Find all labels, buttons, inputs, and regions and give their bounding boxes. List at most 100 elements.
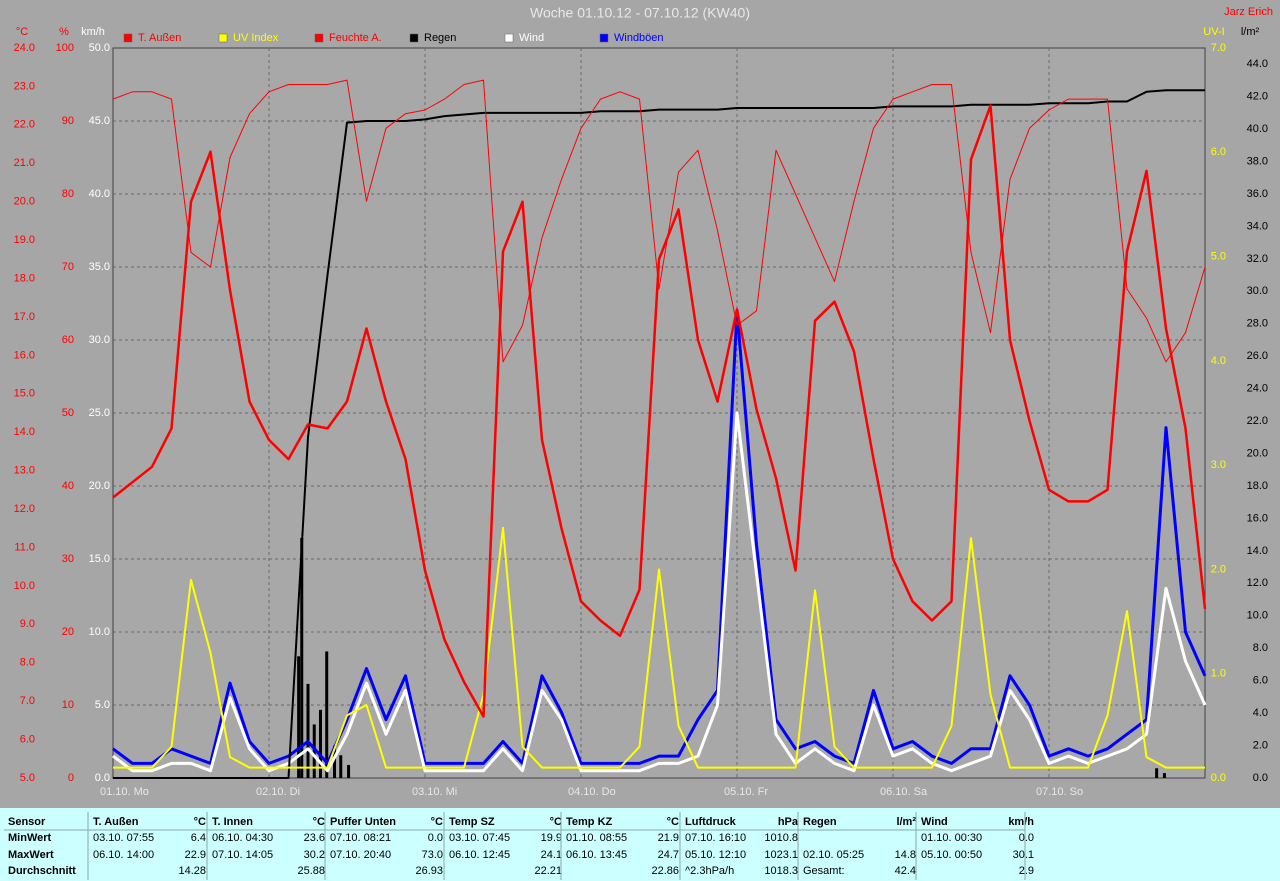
- stats-header: Sensor: [8, 816, 46, 828]
- stats-unit: °C: [550, 816, 562, 828]
- y-tick-label: 21.0: [14, 157, 35, 169]
- legend-label: Wind: [519, 32, 544, 44]
- rain-bar: [306, 683, 310, 778]
- y-tick-label: 18.0: [1247, 480, 1268, 492]
- y-tick-label: 5.0: [20, 772, 35, 784]
- y-tick-label: 15.0: [89, 553, 110, 565]
- rain-bar: [333, 745, 337, 778]
- author: Jarz Erich: [1224, 6, 1273, 18]
- y-tick-label: 35.0: [89, 261, 110, 273]
- y-tick-label: 15.0: [14, 388, 35, 400]
- stats-value: 26.93: [415, 865, 443, 877]
- y-tick-label: 2.0: [1253, 739, 1268, 751]
- y-tick-label: 70: [62, 261, 74, 273]
- axis-unit: km/h: [81, 26, 105, 38]
- y-tick-label: 5.0: [1211, 250, 1226, 262]
- legend-swatch: [314, 33, 324, 43]
- stats-group-name: Luftdruck: [685, 816, 737, 828]
- y-tick-label: 22.0: [1247, 415, 1268, 427]
- y-tick-label: 20.0: [89, 480, 110, 492]
- legend-swatch: [504, 33, 514, 43]
- legend-label: Windböen: [614, 32, 664, 44]
- y-tick-label: 5.0: [95, 699, 110, 711]
- stats-value: 30.1: [1013, 849, 1034, 861]
- stats-time: 07.10. 16:10: [685, 832, 746, 844]
- stats-time: 07.10. 08:21: [330, 832, 391, 844]
- y-tick-label: 26.0: [1247, 350, 1268, 362]
- y-tick-label: 20: [62, 626, 74, 638]
- x-tick-label: 01.10. Mo: [100, 786, 149, 798]
- legend-label: Regen: [424, 32, 456, 44]
- y-tick-label: 18.0: [14, 272, 35, 284]
- y-tick-label: 23.0: [14, 80, 35, 92]
- y-tick-label: 10.0: [1247, 610, 1268, 622]
- stats-row-label: MaxWert: [8, 849, 54, 861]
- y-tick-label: 3.0: [1211, 459, 1226, 471]
- stats-time: 05.10. 12:10: [685, 849, 746, 861]
- y-tick-label: 0: [68, 772, 74, 784]
- y-tick-label: 34.0: [1247, 220, 1268, 232]
- y-tick-label: 90: [62, 115, 74, 127]
- rain-bar: [339, 755, 343, 778]
- stats-value: 1010.8: [764, 832, 798, 844]
- y-tick-label: 24.0: [1247, 383, 1268, 395]
- stats-value: 21.9: [658, 832, 679, 844]
- stats-value: 73.0: [422, 849, 443, 861]
- stats-row-label: Durchschnitt: [8, 865, 76, 877]
- y-tick-label: 11.0: [14, 541, 35, 553]
- stats-value: 14.28: [178, 865, 206, 877]
- rain-bar: [312, 724, 316, 778]
- y-tick-label: 2.0: [1211, 563, 1226, 575]
- stats-unit: °C: [667, 816, 679, 828]
- stats-time: 07.10. 20:40: [330, 849, 391, 861]
- stats-value: 23.6: [304, 832, 325, 844]
- rain-bar: [325, 651, 329, 778]
- stats-time: 05.10. 00:50: [921, 849, 982, 861]
- y-tick-label: 6.0: [1211, 146, 1226, 158]
- y-tick-label: 17.0: [14, 311, 35, 323]
- y-tick-label: 16.0: [14, 349, 35, 361]
- y-tick-label: 1.0: [1211, 668, 1226, 680]
- y-tick-label: 44.0: [1247, 58, 1268, 70]
- y-tick-label: 22.0: [14, 119, 35, 131]
- stats-background: [0, 808, 1280, 881]
- stats-time: 06.10. 12:45: [449, 849, 510, 861]
- legend-swatch: [218, 33, 228, 43]
- y-tick-label: 10.0: [89, 626, 110, 638]
- y-tick-label: 8.0: [1253, 642, 1268, 654]
- series-line: [113, 526, 1205, 769]
- stats-unit: l/m²: [896, 816, 916, 828]
- y-tick-label: 30.0: [1247, 285, 1268, 297]
- y-tick-label: 4.0: [1253, 707, 1268, 719]
- stats-value: 25.88: [297, 865, 325, 877]
- y-tick-label: 12.0: [1247, 577, 1268, 589]
- y-tick-label: 60: [62, 334, 74, 346]
- y-tick-label: 40.0: [89, 188, 110, 200]
- y-tick-label: 10.0: [14, 580, 35, 592]
- chart-title: Woche 01.10.12 - 07.10.12 (KW40): [530, 5, 750, 21]
- stats-time: 01.10. 00:30: [921, 832, 982, 844]
- y-tick-label: 30.0: [89, 334, 110, 346]
- axis-unit: UV-I: [1203, 26, 1224, 38]
- stats-value: 2.9: [1019, 865, 1034, 877]
- rain-bar: [1155, 768, 1159, 778]
- stats-value: 0.0: [428, 832, 443, 844]
- legend-label: Feuchte A.: [329, 32, 382, 44]
- y-tick-label: 100: [56, 42, 74, 54]
- stats-group-name: Wind: [921, 816, 948, 828]
- y-tick-label: 42.0: [1247, 91, 1268, 103]
- y-tick-label: 24.0: [14, 42, 35, 54]
- rain-bar: [1162, 773, 1166, 778]
- axis-unit: °C: [16, 26, 28, 38]
- y-tick-label: 6.0: [20, 733, 35, 745]
- stats-value: 6.4: [191, 832, 206, 844]
- stats-value: 19.9: [541, 832, 562, 844]
- series-line: [112, 411, 1207, 773]
- stats-time: 03.10. 07:45: [449, 832, 510, 844]
- y-tick-label: 16.0: [1247, 512, 1268, 524]
- y-tick-label: 4.0: [1211, 355, 1226, 367]
- stats-time: 03.10. 07:55: [93, 832, 154, 844]
- y-tick-label: 20.0: [1247, 447, 1268, 459]
- stats-unit: °C: [431, 816, 443, 828]
